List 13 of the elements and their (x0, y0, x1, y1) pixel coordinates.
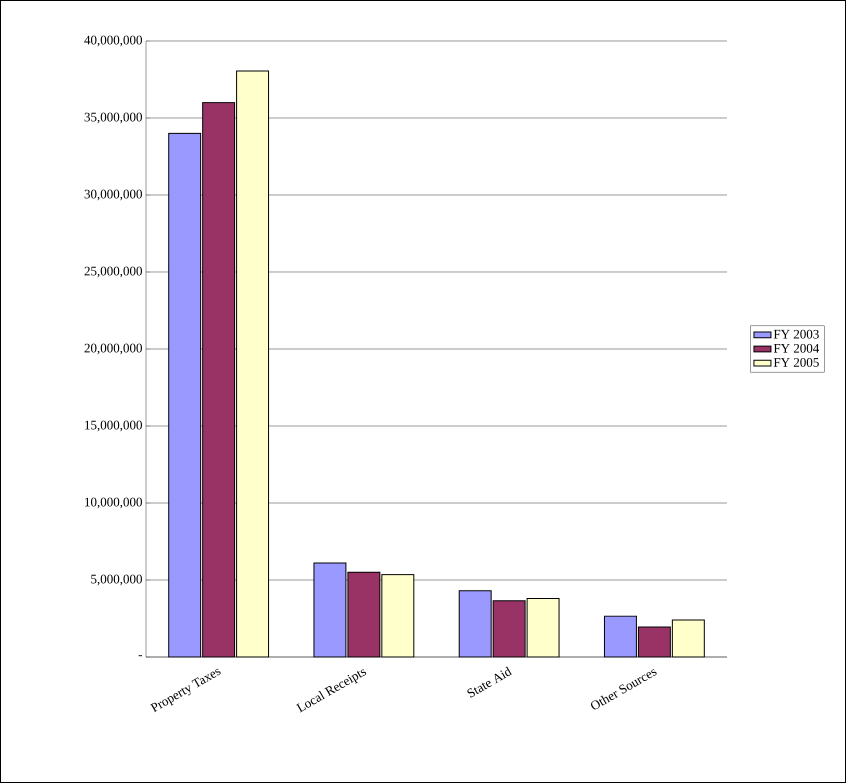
y-tick-label: 30,000,000 (84, 190, 142, 200)
y-tick-label: 40,000,000 (84, 36, 142, 46)
y-tick-label: 10,000,000 (85, 498, 142, 508)
y-tick-label: 5,000,000 (91, 574, 142, 586)
y-tick-label: 20,000,000 (84, 344, 142, 354)
legend-label: FY 2003 (774, 330, 819, 339)
legend-label: FY 2005 (774, 358, 819, 367)
legend-label: FY 2004 (774, 344, 820, 353)
x-tick-label: State Aid (467, 666, 512, 698)
y-tick-label: 35,000,000 (84, 112, 142, 124)
y-tick-label: 25,000,000 (84, 266, 142, 278)
y-tick-label: 15,000,000 (85, 420, 142, 432)
y-tick-label: - (138, 655, 142, 656)
